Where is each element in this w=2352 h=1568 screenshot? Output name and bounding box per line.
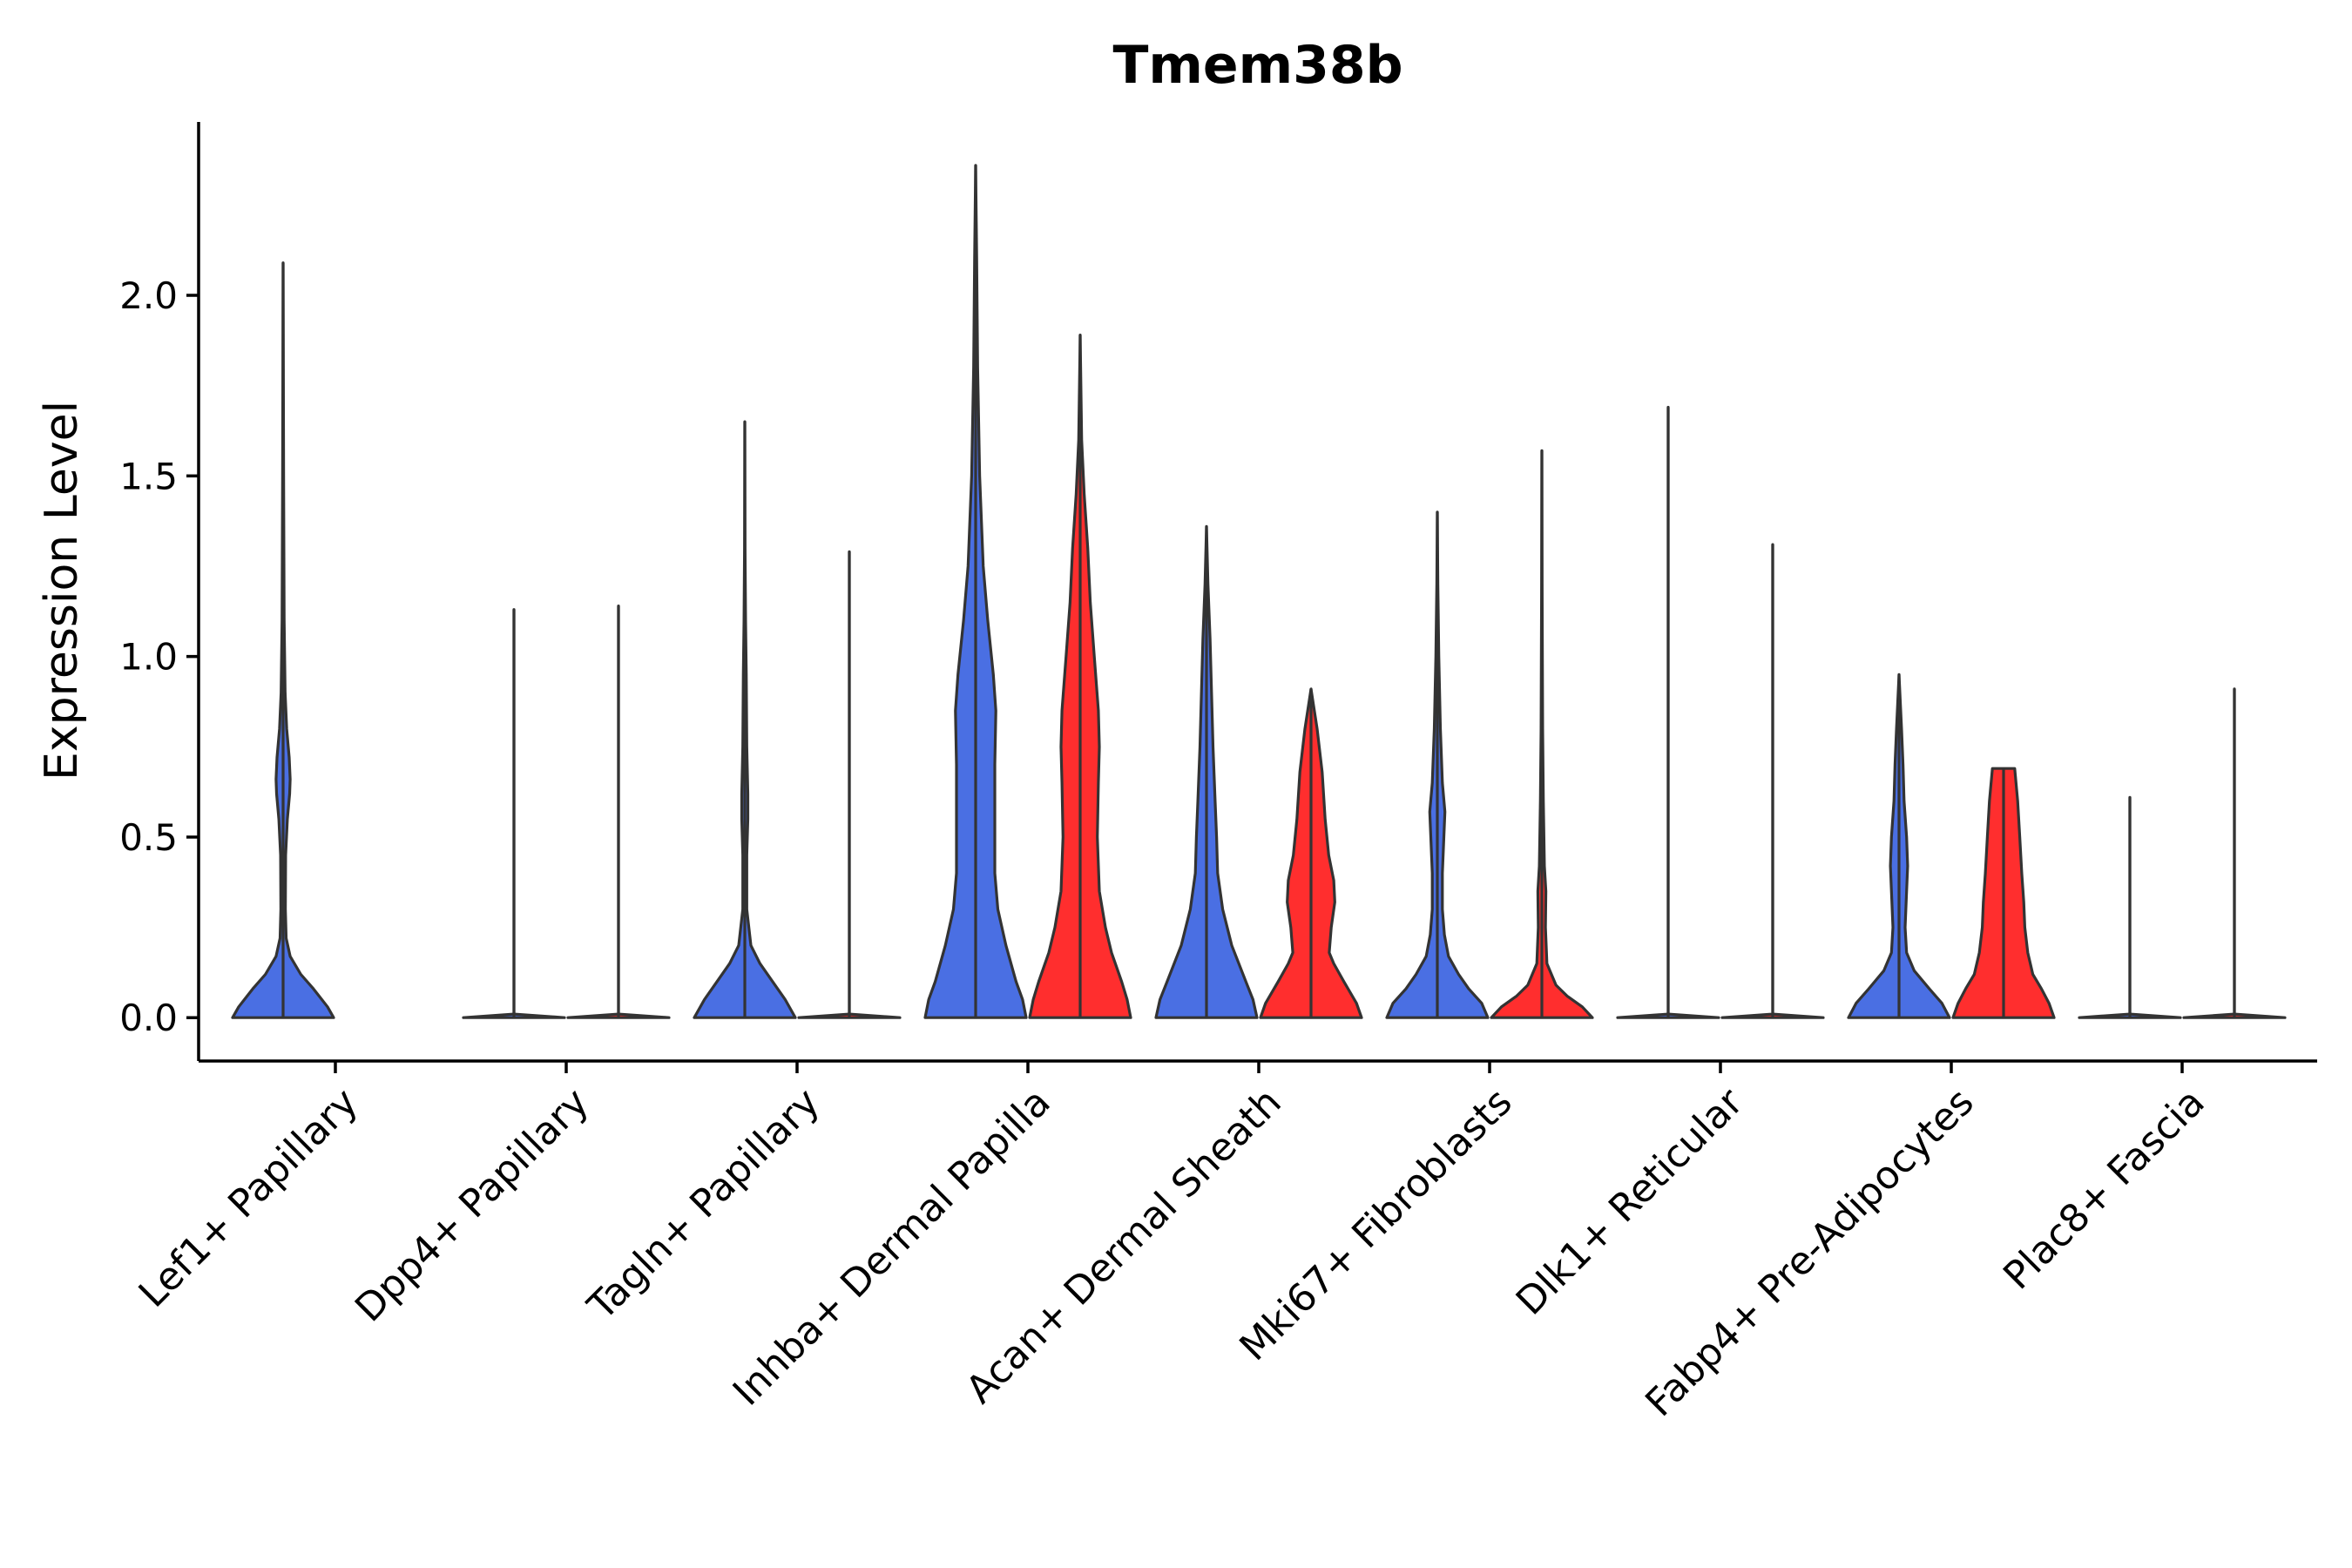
y-axis: 0.0 0.5 1.0 1.5 2.0 (119, 122, 200, 1061)
x-tick-label-tagln-papillary: Tagln+ Papillary (579, 1080, 828, 1329)
y-tick-label: 0.0 (119, 997, 178, 1039)
y-tick-label: 0.5 (119, 816, 178, 859)
y-tick-label: 1.5 (119, 455, 178, 497)
x-tick-label-dlk1-reticular: Dlk1+ Reticular (1508, 1079, 1753, 1324)
x-tick-label-lef1-papillary: Lef1+ Papillary (131, 1080, 367, 1316)
chart-title: Tmem38b (1112, 35, 1402, 96)
y-axis-label: Expression Level (36, 401, 88, 781)
x-tick-label-plac8-fascia: Plac8+ Fascia (1995, 1080, 2213, 1299)
violins-layer (231, 164, 2287, 1019)
x-tick-label-dpp4-papillary: Dpp4+ Papillary (347, 1080, 598, 1331)
y-tick-label: 2.0 (119, 274, 178, 317)
y-tick-label: 1.0 (119, 636, 178, 679)
